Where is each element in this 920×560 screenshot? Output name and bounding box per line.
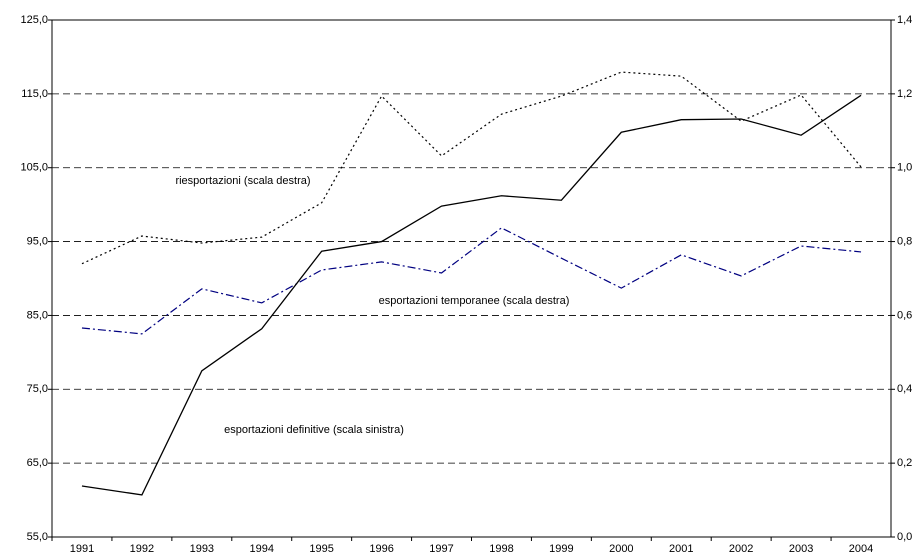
y-tick-label: 75,0 xyxy=(27,383,48,395)
y2-tick-label: 0,8 xyxy=(897,235,912,247)
series-label: esportazioni definitive (scala sinistra) xyxy=(224,424,404,436)
y2-tick-label: 1,2 xyxy=(897,88,912,100)
x-tick-label: 1992 xyxy=(130,543,154,555)
series-line xyxy=(81,227,862,335)
x-tick-label: 2001 xyxy=(669,543,693,555)
y-tick-label: 105,0 xyxy=(20,162,48,174)
x-tick-label: 1997 xyxy=(429,543,453,555)
x-tick-label: 2004 xyxy=(849,543,873,555)
x-tick-label: 1994 xyxy=(250,543,274,555)
x-tick-label: 1996 xyxy=(369,543,393,555)
y-tick-label: 115,0 xyxy=(21,88,48,100)
y-tick-label: 95,0 xyxy=(27,235,48,247)
y2-tick-label: 0,4 xyxy=(897,383,912,395)
y-tick-label: 65,0 xyxy=(27,457,48,469)
x-tick-label: 1998 xyxy=(489,543,513,555)
y-tick-label: 125,0 xyxy=(20,14,48,26)
x-tick-label: 1993 xyxy=(190,543,214,555)
x-tick-label: 2002 xyxy=(729,543,753,555)
y2-tick-label: 1,0 xyxy=(897,162,912,174)
x-tick-label: 2003 xyxy=(789,543,813,555)
plot-frame xyxy=(51,19,892,538)
x-tick-label: 1991 xyxy=(70,543,94,555)
x-tick-label: 1995 xyxy=(309,543,333,555)
series-label: esportazioni temporanee (scala destra) xyxy=(379,295,570,307)
series-line xyxy=(81,94,862,496)
series-label: riesportazioni (scala destra) xyxy=(175,175,310,187)
y2-tick-label: 0,6 xyxy=(897,309,912,321)
y2-tick-label: 0,2 xyxy=(897,457,912,469)
x-tick-label: 1999 xyxy=(549,543,573,555)
y2-tick-label: 1,4 xyxy=(897,14,912,26)
x-tick-label: 2000 xyxy=(609,543,633,555)
y-tick-label: 85,0 xyxy=(27,309,48,321)
y2-tick-label: 0,0 xyxy=(897,531,912,543)
y-tick-label: 55,0 xyxy=(27,531,48,543)
series-line xyxy=(81,71,862,265)
